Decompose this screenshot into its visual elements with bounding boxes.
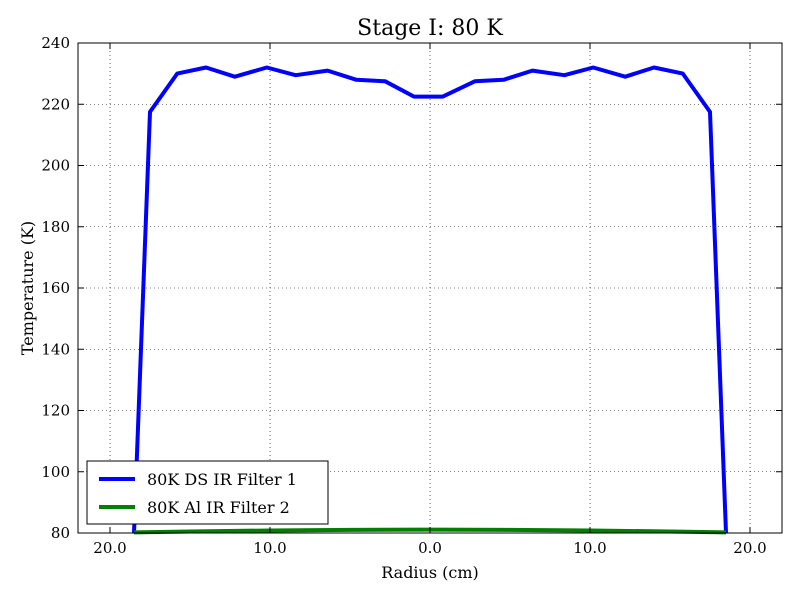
- legend: 80K DS IR Filter 1 80K Al IR Filter 2: [86, 460, 329, 525]
- x-tick-label: 10.0: [573, 539, 606, 557]
- x-tick-label: 10.0: [253, 539, 286, 557]
- legend-label-2: 80K Al IR Filter 2: [147, 498, 290, 517]
- y-tick-label: 100: [41, 463, 70, 481]
- y-tick-label: 200: [41, 157, 70, 175]
- y-tick-label: 140: [41, 340, 70, 358]
- x-tick-label: 20.0: [733, 539, 766, 557]
- x-axis-label: Radius (cm): [381, 563, 479, 582]
- chart-title: Stage I: 80 K: [357, 16, 503, 41]
- y-tick-label: 240: [41, 34, 70, 52]
- legend-label-1: 80K DS IR Filter 1: [147, 470, 297, 489]
- y-tick-label: 80: [51, 524, 70, 542]
- legend-box: [86, 460, 329, 525]
- x-tick-label: 0.0: [418, 539, 442, 557]
- y-tick-label: 180: [41, 218, 70, 236]
- y-tick-label: 220: [41, 95, 70, 113]
- x-tick-label: 20.0: [93, 539, 126, 557]
- y-tick-label: 160: [41, 279, 70, 297]
- y-tick-label: 120: [41, 402, 70, 420]
- axis-ticks: 20.0 10.0 0.0 10.0 20.0 80 100 120 140 160 180 200 2…: [41, 34, 782, 557]
- y-axis-label: Temperature (K): [18, 221, 37, 355]
- series-line-1: [132, 65, 728, 534]
